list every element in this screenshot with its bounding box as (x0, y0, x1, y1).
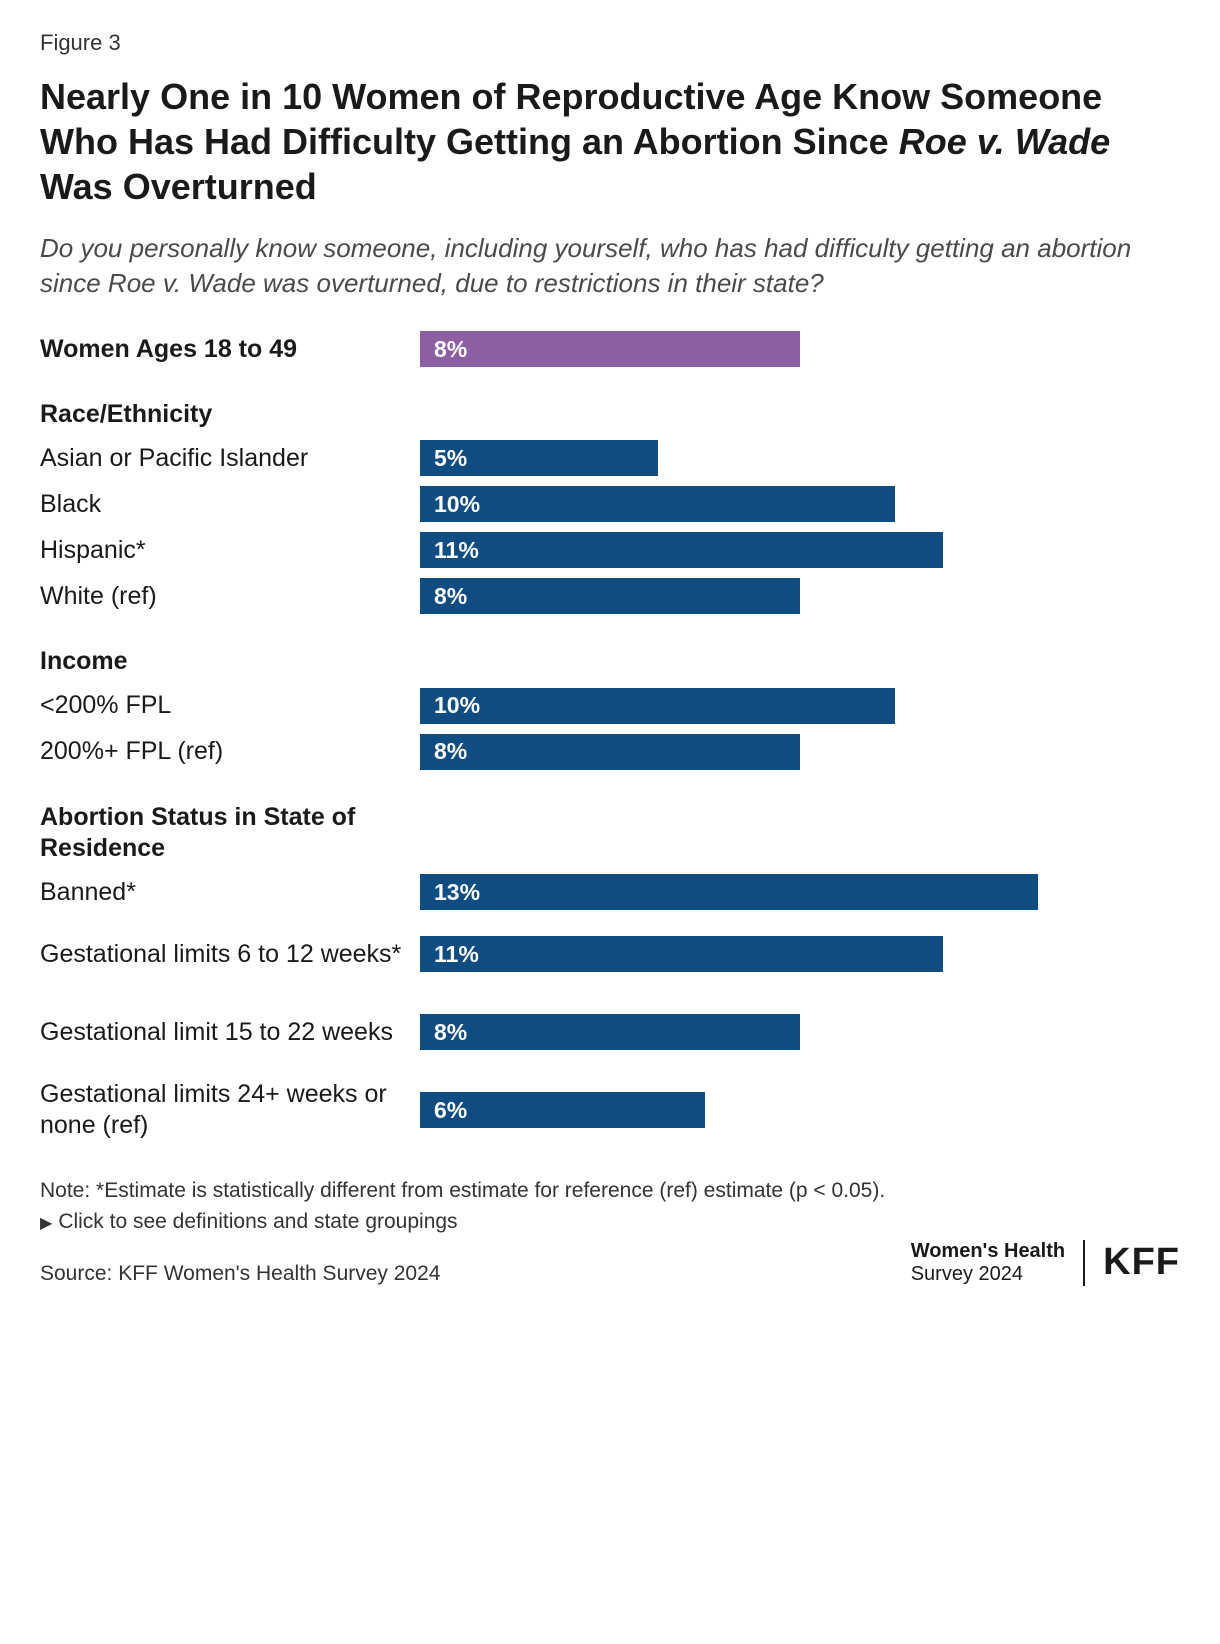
footer: Note: *Estimate is statistically differe… (40, 1176, 1180, 1285)
bar-value-label: 10% (434, 692, 480, 719)
definitions-label: Click to see definitions and state group… (58, 1210, 457, 1233)
title-em: Roe v. Wade (899, 121, 1110, 162)
source-text: Source: KFF Women's Health Survey 2024 (40, 1262, 440, 1286)
bar-container: 6% (420, 1092, 1180, 1128)
bar-value-label: 11% (434, 941, 479, 968)
bar-value-label: 8% (434, 336, 467, 363)
row-label: Gestational limit 15 to 22 weeks (40, 1017, 420, 1048)
definitions-toggle[interactable]: ▶ Click to see definitions and state grou… (40, 1210, 1180, 1234)
group-header: Race/Ethnicity (40, 399, 420, 430)
row-label: Asian or Pacific Islander (40, 443, 420, 474)
bar-value-label: 10% (434, 491, 480, 518)
expand-icon: ▶ (40, 1213, 52, 1233)
chart-title: Nearly One in 10 Women of Reproductive A… (40, 74, 1180, 209)
bar: 8% (420, 578, 800, 614)
chart-row: <200% FPL 10% (40, 686, 1180, 726)
bar-container: 8% (420, 331, 1180, 367)
branding: Women's Health Survey 2024 KFF (911, 1240, 1180, 1286)
bar-container: 10% (420, 486, 1180, 522)
row-label: Women Ages 18 to 49 (40, 334, 420, 365)
bar: 11% (420, 532, 943, 568)
bar-value-label: 8% (434, 583, 467, 610)
survey-label: Women's Health Survey 2024 (911, 1240, 1065, 1286)
bar-container: 11% (420, 532, 1180, 568)
title-post: Was Overturned (40, 166, 317, 207)
bar-value-label: 5% (434, 445, 467, 472)
row-label: Black (40, 489, 420, 520)
chart-row: Asian or Pacific Islander 5% (40, 438, 1180, 478)
row-label: Banned* (40, 877, 420, 908)
figure-label: Figure 3 (40, 30, 1180, 56)
chart-row: Banned* 13% (40, 872, 1180, 912)
survey-line2: Survey 2024 (911, 1263, 1065, 1286)
bar: 6% (420, 1092, 705, 1128)
bar-value-label: 13% (434, 879, 480, 906)
bar-container: 8% (420, 1014, 1180, 1050)
row-label: Gestational limits 24+ weeks or none (re… (40, 1079, 420, 1142)
row-label: White (ref) (40, 581, 420, 612)
bar: 5% (420, 440, 658, 476)
bar-value-label: 8% (434, 1019, 467, 1046)
group-header: Abortion Status in State of Residence (40, 802, 420, 865)
bar-value-label: 6% (434, 1097, 467, 1124)
chart-row: Black 10% (40, 484, 1180, 524)
group-header: Income (40, 646, 420, 677)
bar: 13% (420, 874, 1038, 910)
bar-container: 5% (420, 440, 1180, 476)
bar-container: 8% (420, 578, 1180, 614)
bar-container: 11% (420, 936, 1180, 972)
row-label: <200% FPL (40, 690, 420, 721)
row-label: 200%+ FPL (ref) (40, 736, 420, 767)
bar-container: 13% (420, 874, 1180, 910)
brand-divider (1083, 1240, 1085, 1286)
footnote: Note: *Estimate is statistically differe… (40, 1176, 1180, 1205)
chart-row: Women Ages 18 to 49 8% (40, 329, 1180, 369)
chart-row: Gestational limit 15 to 22 weeks 8% (40, 996, 1180, 1068)
chart-row: Hispanic* 11% (40, 530, 1180, 570)
bar-value-label: 8% (434, 738, 467, 765)
chart-subtitle: Do you personally know someone, includin… (40, 231, 1180, 301)
bar-value-label: 11% (434, 537, 479, 564)
chart-row: White (ref) 8% (40, 576, 1180, 616)
bar-chart: Women Ages 18 to 49 8% Race/Ethnicity Asian… (40, 329, 1180, 1146)
bar: 8% (420, 1014, 800, 1050)
bar-container: 10% (420, 688, 1180, 724)
bar: 10% (420, 486, 895, 522)
bar: 10% (420, 688, 895, 724)
bar: 8% (420, 734, 800, 770)
chart-row: Gestational limits 24+ weeks or none (re… (40, 1074, 1180, 1146)
kff-logo: KFF (1103, 1241, 1180, 1284)
row-label: Gestational limits 6 to 12 weeks* (40, 939, 420, 970)
bar-container: 8% (420, 734, 1180, 770)
chart-row: Gestational limits 6 to 12 weeks* 11% (40, 918, 1180, 990)
survey-line1: Women's Health (911, 1240, 1065, 1263)
row-label: Hispanic* (40, 535, 420, 566)
bar: 8% (420, 331, 800, 367)
chart-row: 200%+ FPL (ref) 8% (40, 732, 1180, 772)
bar: 11% (420, 936, 943, 972)
